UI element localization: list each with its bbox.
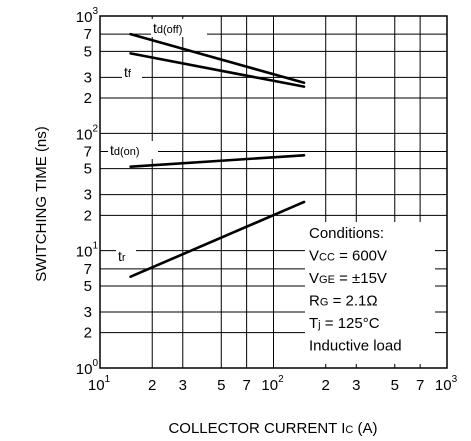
y-tick-label: 3 — [84, 304, 92, 321]
y-tick-label: 7 — [84, 144, 92, 161]
series-line-tdoff — [129, 32, 306, 85]
x-tick-label: 5 — [217, 377, 225, 394]
y-tick-label: 100 — [76, 358, 99, 378]
series-label-background — [122, 63, 142, 81]
condition-line: Tj = 125°C — [309, 315, 380, 332]
x-tick-label: 7 — [242, 377, 250, 394]
y-tick-label: 2 — [84, 325, 92, 342]
y-tick-label: 2 — [84, 90, 92, 107]
x-tick-label: 103 — [435, 374, 458, 394]
series-label-background — [108, 141, 158, 159]
series-line-tr — [129, 200, 306, 278]
y-tick-label: 5 — [84, 278, 92, 295]
conditions-box: Conditions: VCC = 600V VGE = ±15V RG = 2.1Ω… — [305, 222, 435, 364]
y-tick-label: 102 — [76, 123, 99, 143]
y-tick-label: 5 — [84, 161, 92, 178]
y-tick-label: 103 — [76, 6, 99, 26]
series-labels: td(off) tf td(on) tr — [108, 19, 207, 265]
y-tick-label: 2 — [84, 207, 92, 224]
series-label-tr: tr — [118, 248, 126, 264]
condition-line: VCC = 600V — [309, 248, 387, 265]
x-tick-label: 102 — [261, 374, 284, 394]
x-tick-label: 7 — [416, 377, 424, 394]
y-axis-label: SWITCHING TIME (ns) — [33, 126, 50, 282]
x-tick-label: 101 — [88, 374, 111, 394]
series-label-tf: tf — [124, 64, 132, 80]
condition-line: RG = 2.1Ω — [309, 293, 378, 310]
x-tick-label: 3 — [352, 377, 360, 394]
y-tick-label: 3 — [84, 187, 92, 204]
y-tick-label: 101 — [76, 241, 99, 261]
condition-line: VGE = ±15V — [309, 270, 387, 287]
y-tick-label: 7 — [84, 261, 92, 278]
conditions-background — [305, 222, 435, 364]
x-tick-label: 5 — [391, 377, 399, 394]
series-label-background — [151, 19, 207, 37]
x-tick-label: 2 — [322, 377, 330, 394]
plot-frame — [99, 15, 448, 369]
x-tick-label: 2 — [148, 377, 156, 394]
y-tick-label: 7 — [84, 26, 92, 43]
series-group — [129, 32, 306, 278]
series-label-background — [116, 247, 136, 265]
x-tick-label: 3 — [179, 377, 187, 394]
plot-border — [99, 15, 448, 369]
y-tick-label: 5 — [84, 43, 92, 60]
x-axis-label: COLLECTOR CURRENT IC (A) — [168, 420, 377, 437]
series-line-tdon — [129, 153, 306, 168]
x-tick-labels: 101 2 3 5 7 102 2 3 5 7 103 — [88, 374, 458, 394]
series-label-tdoff: td(off) — [153, 20, 182, 36]
series-label-tdon: td(on) — [110, 142, 140, 158]
series-line-tf — [129, 52, 306, 88]
conditions-footer: Inductive load — [309, 338, 402, 355]
y-tick-label: 3 — [84, 69, 92, 86]
conditions-heading: Conditions: — [309, 225, 384, 242]
